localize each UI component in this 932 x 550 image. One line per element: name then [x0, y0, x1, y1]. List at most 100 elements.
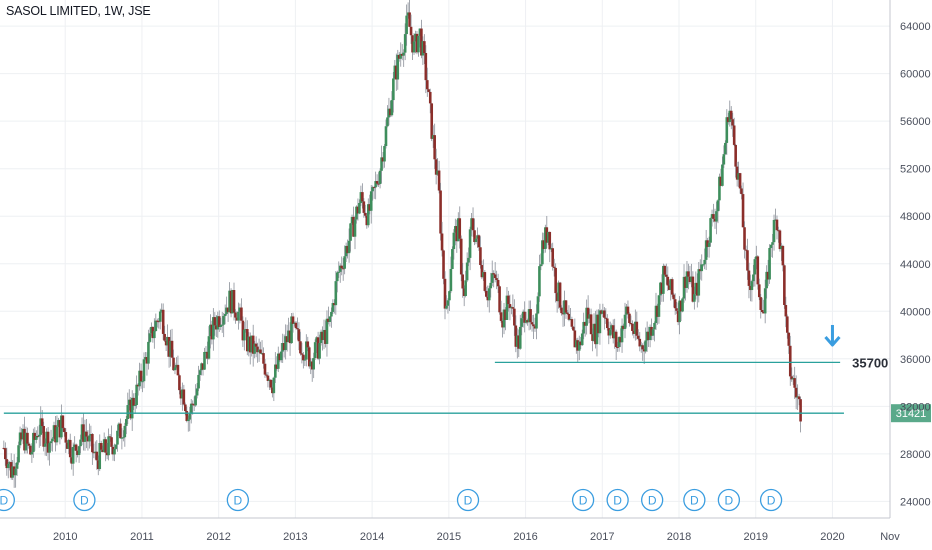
- candle-body[interactable]: [122, 437, 125, 439]
- candle-body[interactable]: [616, 347, 619, 349]
- candle-body[interactable]: [352, 216, 355, 237]
- candle-body[interactable]: [350, 216, 354, 224]
- candle-body[interactable]: [377, 183, 380, 185]
- candle-body[interactable]: [558, 282, 562, 308]
- candle-body[interactable]: [327, 318, 330, 322]
- candle-body[interactable]: [167, 336, 171, 357]
- candle-body[interactable]: [557, 282, 560, 302]
- candle-body[interactable]: [737, 173, 740, 180]
- candle-body[interactable]: [476, 235, 479, 239]
- candle-body[interactable]: [694, 282, 698, 295]
- candle-body[interactable]: [479, 247, 482, 266]
- candle-body[interactable]: [85, 431, 88, 437]
- candle-body[interactable]: [343, 256, 346, 269]
- candle-body[interactable]: [285, 336, 289, 343]
- candle-body[interactable]: [389, 108, 392, 116]
- candle-body[interactable]: [189, 403, 193, 414]
- candle-body[interactable]: [26, 432, 29, 444]
- candle-body[interactable]: [598, 310, 602, 334]
- candle-body[interactable]: [150, 326, 153, 334]
- dividend-marker-icon[interactable]: D: [759, 488, 783, 512]
- candle-body[interactable]: [791, 378, 795, 380]
- candle-body[interactable]: [71, 446, 75, 464]
- candle-body[interactable]: [108, 436, 112, 438]
- candle-body[interactable]: [61, 415, 65, 429]
- candle-body[interactable]: [127, 399, 131, 406]
- candle-body[interactable]: [786, 316, 789, 333]
- candle-body[interactable]: [608, 329, 612, 336]
- candle-body[interactable]: [107, 436, 110, 456]
- candle-body[interactable]: [468, 229, 472, 258]
- dividend-marker-icon[interactable]: D: [571, 488, 595, 512]
- candle-body[interactable]: [709, 218, 712, 243]
- candle-body[interactable]: [305, 341, 308, 360]
- candle-body[interactable]: [474, 238, 478, 243]
- candle-body[interactable]: [361, 192, 364, 202]
- candle-body[interactable]: [563, 300, 566, 315]
- candle-body[interactable]: [583, 321, 587, 326]
- candle-body[interactable]: [57, 420, 60, 427]
- candle-body[interactable]: [139, 370, 143, 382]
- candle-body[interactable]: [585, 307, 588, 326]
- candle-body[interactable]: [335, 272, 339, 282]
- candle-body[interactable]: [153, 331, 156, 339]
- candle-body[interactable]: [88, 435, 91, 442]
- candle-body[interactable]: [178, 375, 181, 391]
- candle-body[interactable]: [194, 395, 197, 406]
- candle-body[interactable]: [154, 320, 158, 332]
- candle-body[interactable]: [418, 28, 422, 36]
- candle-body[interactable]: [70, 457, 74, 464]
- candle-body[interactable]: [117, 423, 121, 431]
- candle-body[interactable]: [505, 295, 509, 320]
- candle-body[interactable]: [607, 328, 611, 336]
- candle-body[interactable]: [306, 341, 310, 348]
- candle-body[interactable]: [312, 357, 315, 370]
- candle-body[interactable]: [147, 341, 150, 364]
- candle-body[interactable]: [703, 259, 706, 265]
- candle-body[interactable]: [464, 280, 467, 297]
- candle-body[interactable]: [715, 211, 718, 222]
- candle-body[interactable]: [334, 281, 338, 306]
- candle-body[interactable]: [412, 41, 416, 53]
- candle-body[interactable]: [51, 438, 54, 442]
- candle-body[interactable]: [240, 307, 243, 321]
- candle-body[interactable]: [415, 33, 419, 53]
- candle-body[interactable]: [42, 425, 45, 447]
- candle-body[interactable]: [243, 329, 246, 341]
- candle-body[interactable]: [749, 285, 752, 291]
- candle-body[interactable]: [726, 117, 730, 123]
- candle-body[interactable]: [204, 351, 208, 353]
- candle-body[interactable]: [523, 311, 526, 323]
- candle-body[interactable]: [628, 313, 631, 324]
- candle-body[interactable]: [670, 279, 674, 295]
- candle-body[interactable]: [24, 432, 28, 451]
- candle-body[interactable]: [161, 309, 165, 334]
- candle-body[interactable]: [322, 329, 326, 341]
- candle-body[interactable]: [740, 188, 743, 195]
- candle-body[interactable]: [409, 26, 413, 36]
- candle-body[interactable]: [651, 329, 655, 336]
- candle-body[interactable]: [647, 331, 650, 341]
- candle-body[interactable]: [794, 387, 798, 398]
- candle-body[interactable]: [487, 288, 491, 301]
- candle-body[interactable]: [397, 54, 401, 59]
- candle-body[interactable]: [486, 296, 490, 301]
- candle-body[interactable]: [245, 329, 249, 352]
- candle-body[interactable]: [82, 424, 85, 442]
- candle-body[interactable]: [94, 451, 97, 454]
- candle-body[interactable]: [774, 219, 777, 221]
- candle-body[interactable]: [735, 166, 739, 180]
- candle-body[interactable]: [269, 379, 273, 388]
- candle-body[interactable]: [95, 451, 99, 461]
- candle-body[interactable]: [226, 307, 230, 313]
- candle-body[interactable]: [8, 462, 12, 464]
- candle-body[interactable]: [648, 326, 652, 341]
- candle-body[interactable]: [594, 323, 597, 345]
- candle-body[interactable]: [797, 396, 801, 400]
- candle-body[interactable]: [184, 404, 187, 412]
- candle-body[interactable]: [586, 307, 590, 319]
- candle-body[interactable]: [338, 265, 342, 272]
- candle-body[interactable]: [58, 420, 62, 438]
- candle-body[interactable]: [138, 370, 141, 387]
- candle-body[interactable]: [573, 330, 577, 348]
